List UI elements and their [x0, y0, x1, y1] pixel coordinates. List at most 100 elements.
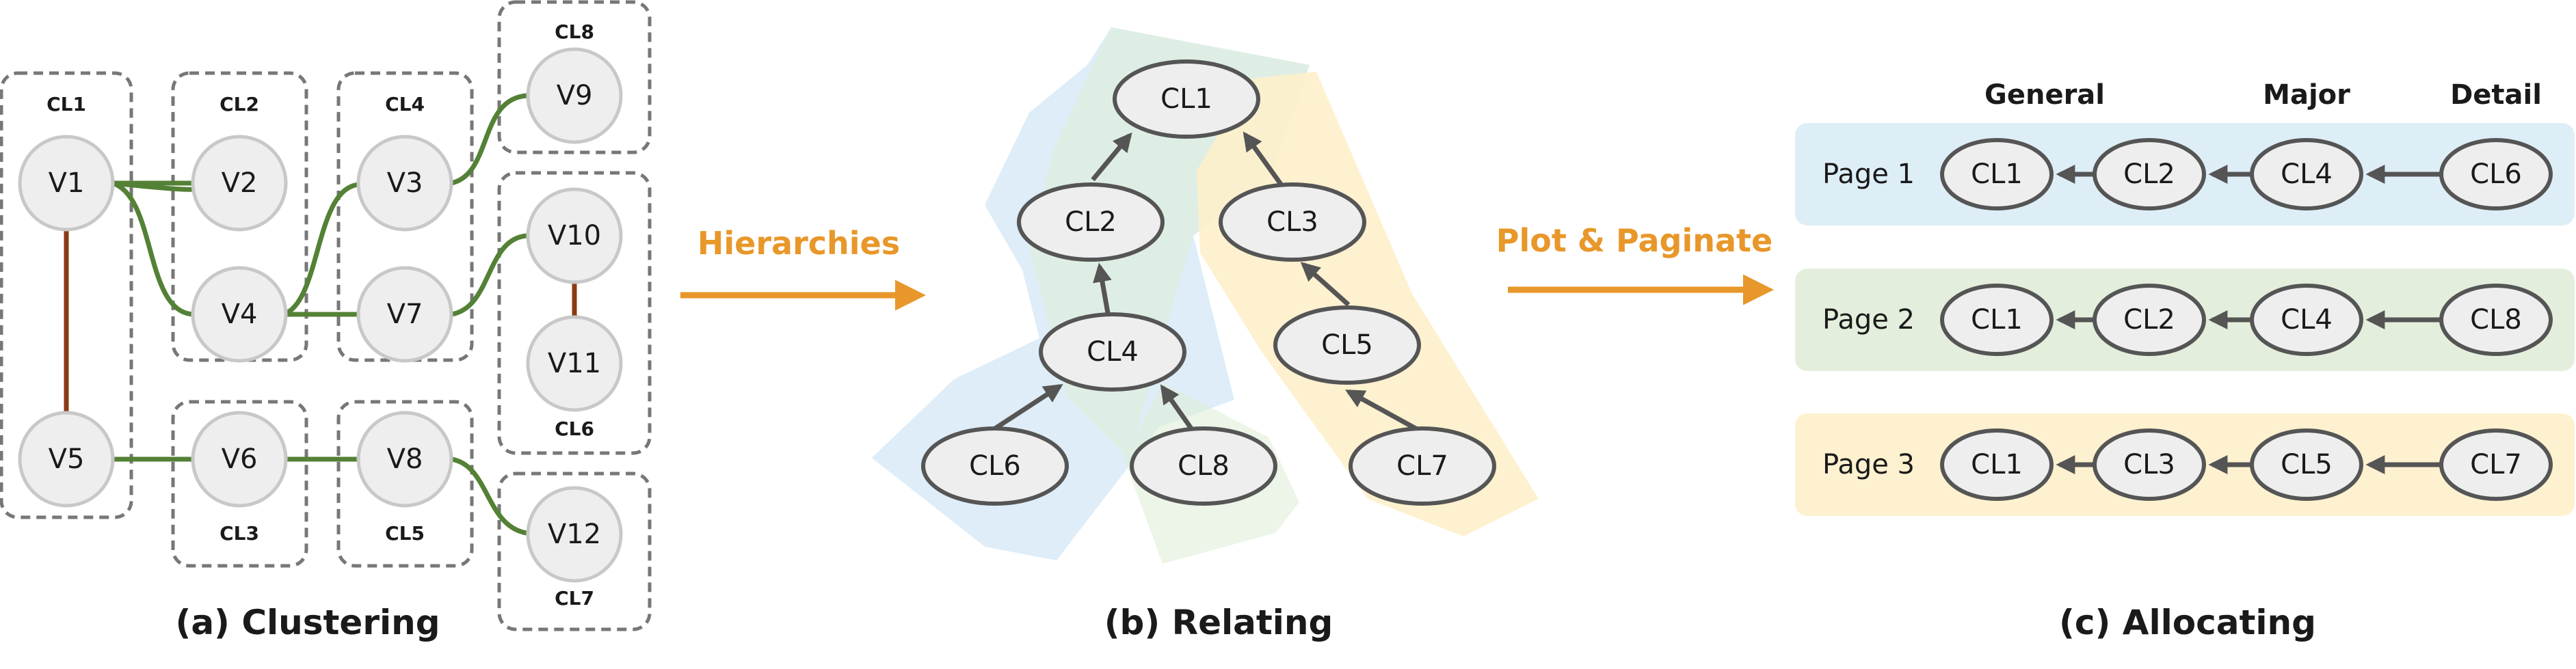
cluster-label-cl6: CL6	[555, 418, 594, 440]
arrow-label-hierarchies: Hierarchies	[698, 225, 900, 262]
page-node: CL4	[2250, 284, 2363, 356]
edge-v1-v4	[111, 180, 196, 317]
cluster-box-cl3	[171, 400, 308, 568]
arrow-cl4-cl2	[1093, 262, 1112, 314]
vertex-v1: V1	[18, 135, 115, 232]
arrow-cl5-cl3	[1300, 262, 1351, 307]
arrow-cl7-cl5	[1345, 389, 1418, 432]
page-label: Page 1	[1822, 159, 1915, 190]
cluster-box-cl5	[336, 400, 474, 568]
page-node: CL5	[2250, 428, 2363, 501]
page-node: CL1	[1940, 284, 2054, 356]
page-row: Page 2 CL1 CL2 CL4 CL8	[1795, 269, 2575, 371]
page-node-label: CL1	[1971, 159, 2023, 190]
cluster-box-cl8	[497, 0, 652, 154]
relating-node-cl8: CL8	[1130, 426, 1277, 506]
page-label: Page 2	[1822, 304, 1915, 336]
page-node-label: CL4	[2281, 304, 2333, 336]
page-node-label: CL8	[2470, 304, 2522, 336]
cluster-label-cl4: CL4	[385, 93, 425, 115]
vertex-v5: V5	[18, 411, 115, 508]
node-label: CL3	[1266, 206, 1318, 238]
vertex-label: V4	[222, 299, 258, 330]
hierarchies-arrow: Hierarchies	[680, 225, 926, 311]
page-node-label: CL6	[2470, 159, 2522, 190]
vertex-v10: V10	[526, 187, 623, 284]
vertex-label: V3	[387, 167, 423, 199]
page-node: CL8	[2439, 284, 2553, 356]
arrow-cl8-cl4	[1160, 384, 1193, 431]
cluster-label-cl8: CL8	[555, 21, 594, 43]
vertex-v12: V12	[526, 486, 623, 583]
vertex-label: V2	[222, 167, 258, 199]
page-node: CL1	[1940, 428, 2054, 501]
cluster-box-cl6	[497, 171, 652, 455]
node-label: CL6	[969, 450, 1021, 482]
edge-v4-v3	[282, 182, 360, 317]
cluster-label-cl3: CL3	[220, 522, 259, 545]
arrow-cl6-cl4	[994, 383, 1063, 431]
relating-panel: CL1 CL2 CL3 CL4 CL5 CL6 CL8 CL7	[872, 27, 1539, 642]
column-header-major: Major	[2263, 79, 2350, 111]
vertex-label: V9	[557, 80, 593, 111]
caption-clustering: (a) Clustering	[175, 603, 440, 642]
node-label: CL5	[1321, 329, 1373, 361]
page-row: Page 3 CL1 CL3 CL5 CL7	[1795, 413, 2575, 516]
vertex-label: V5	[49, 443, 85, 475]
page-node-label: CL7	[2470, 449, 2522, 480]
page-row: Page 1 CL1 CL2 CL4 CL6	[1795, 123, 2575, 226]
vertex-label: V10	[548, 220, 601, 251]
relating-node-cl6: CL6	[921, 426, 1069, 506]
relating-node-cl2: CL2	[1017, 182, 1165, 262]
relating-node-cl5: CL5	[1273, 305, 1421, 385]
page-node: CL2	[2093, 138, 2206, 210]
vertex-v4: V4	[191, 266, 288, 363]
edge-v8-v12	[451, 456, 527, 536]
cluster-box-cl7	[497, 472, 652, 631]
page-node-label: CL3	[2123, 449, 2175, 480]
vertex-v7: V7	[356, 266, 453, 363]
vertex-v3: V3	[356, 135, 453, 232]
allocating-panel: General Major Detail Page 1 CL1 CL2 CL4 CL6P…	[1795, 79, 2575, 642]
vertex-v11: V11	[526, 315, 623, 412]
vertex-label: V11	[548, 348, 601, 379]
page-node-label: CL2	[2123, 304, 2175, 336]
node-label: CL7	[1396, 450, 1448, 482]
edge-v7-v10	[451, 233, 527, 317]
vertex-v8: V8	[356, 411, 453, 508]
page-node-label: CL1	[1971, 304, 2023, 336]
page-node-label: CL4	[2281, 159, 2333, 190]
vertex-v2: V2	[191, 135, 288, 232]
page-node-label: CL2	[2123, 159, 2175, 190]
page-node: CL4	[2250, 138, 2363, 210]
cluster-box-cl1	[0, 71, 133, 519]
clustering-panel: CL1 CL2 CL3 CL4 CL5 CL8 CL6 CL7 V1 V2	[0, 0, 652, 642]
vertex-label: V12	[548, 519, 601, 550]
arrow-cl2-cl1	[1091, 132, 1132, 182]
vertex-label: V6	[222, 443, 258, 475]
column-header-detail: Detail	[2450, 79, 2542, 111]
node-label: CL2	[1065, 206, 1117, 238]
cluster-label-cl1: CL1	[47, 93, 86, 115]
cluster-label-cl2: CL2	[220, 93, 259, 115]
vertex-label: V8	[387, 443, 423, 475]
edge-v3-v9	[451, 93, 527, 186]
page-node: CL2	[2093, 284, 2206, 356]
cluster-label-cl7: CL7	[555, 587, 594, 610]
page-node: CL3	[2093, 428, 2206, 501]
node-label: CL4	[1087, 336, 1139, 368]
cluster-label-cl5: CL5	[385, 522, 425, 545]
column-header-general: General	[1984, 79, 2105, 111]
relating-node-cl7: CL7	[1349, 426, 1496, 506]
arrow-label-plot-paginate: Plot & Paginate	[1496, 222, 1772, 259]
node-label: CL1	[1160, 83, 1212, 115]
page-node-label: CL1	[1971, 449, 2023, 480]
page-node-label: CL5	[2281, 449, 2333, 480]
vertex-v9: V9	[526, 47, 623, 144]
page-node: CL6	[2439, 138, 2553, 210]
node-label: CL8	[1178, 450, 1230, 482]
relating-node-cl1: CL1	[1113, 59, 1260, 139]
page-node: CL7	[2439, 428, 2553, 501]
